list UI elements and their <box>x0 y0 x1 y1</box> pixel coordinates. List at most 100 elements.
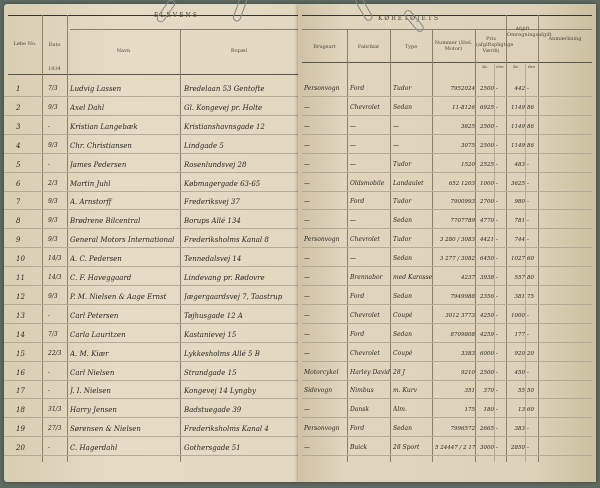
row-date: 7/3 <box>48 85 58 92</box>
row-rule <box>302 322 592 324</box>
row-tax-ore: - <box>527 161 529 168</box>
row-type: Sedan <box>393 425 412 433</box>
row-tax-ore: - <box>527 199 529 206</box>
divider <box>538 15 539 462</box>
row-type: 28 J <box>393 368 405 376</box>
row-price-kr: 3000 <box>480 445 494 452</box>
row-date: - <box>48 160 51 168</box>
row-make: Chevrolet <box>350 311 380 319</box>
row-rule <box>4 152 298 154</box>
row-use: Personvogn <box>304 236 340 244</box>
row-number: 7 <box>16 198 21 207</box>
paper-clip <box>354 0 374 23</box>
row-price-kr: 4250 <box>480 312 494 319</box>
row-number: 18 <box>16 406 25 415</box>
row-tax-kr: 781 <box>514 218 526 225</box>
table-row: — Chevrolet Sedan 11-8126 6925- 1149 86 <box>298 97 596 116</box>
row-rule <box>4 285 298 286</box>
row-price-ore: - <box>496 180 498 187</box>
row-price-kr: 6450 <box>480 256 494 263</box>
row-price-kr: 2356 <box>480 293 494 300</box>
table-row: — Chevrolet Coupé 3012 3773 4250-1000- <box>298 305 596 324</box>
row-make: Brennabor <box>350 274 383 281</box>
header-number: Nummer (Stel. Motor) <box>434 40 473 52</box>
row-price-kr: 370 <box>483 388 495 395</box>
row-use: — <box>304 122 310 130</box>
row-rule <box>302 114 592 116</box>
row-tax-kr: 2850 <box>511 445 525 452</box>
row-price-ore: - <box>496 312 498 319</box>
row-use: Personvogn <box>304 425 340 433</box>
row-number: 351 <box>464 388 476 395</box>
row-address: Kristianshavnsgade 12 <box>184 122 265 131</box>
row-use: — <box>304 179 310 187</box>
row-date: 9/3 <box>48 292 58 300</box>
row-date: - <box>48 368 51 376</box>
header-price: Pris (afgiftspligtige Værdi) <box>476 36 514 54</box>
row-rule <box>302 152 592 154</box>
divider <box>432 29 433 462</box>
row-name: Carl Petersen <box>70 311 119 320</box>
table-row: 2 9/3 Axel Dahl Gl. Kongevej pr. Holte <box>4 97 298 116</box>
row-rule <box>4 455 298 457</box>
row-price-ore: - <box>496 369 498 376</box>
row-price-kr: 4259 <box>480 331 494 338</box>
row-address: Strandgade 15 <box>184 368 237 377</box>
row-price-kr: 4421 <box>480 237 494 244</box>
row-number: 3 280 / 3083 <box>439 237 475 244</box>
section-title-koretojets: KØRETØJETS <box>378 15 440 22</box>
divider <box>70 29 298 30</box>
table-row: 14 7/3 Carla Lauritzen Kastanievej 15 <box>4 324 298 343</box>
row-number: 8 <box>16 217 21 226</box>
row-rule <box>4 379 298 381</box>
header-make: Fabrikat <box>357 44 380 50</box>
row-name: Martin Juhl <box>70 179 111 188</box>
row-use: — <box>304 160 310 168</box>
row-address: Frederiksholms Kanal 8 <box>184 236 269 245</box>
row-name: Kristian Langebæk <box>70 122 138 131</box>
row-tax-kr: 1149 <box>511 123 525 130</box>
row-number: 4 <box>16 141 21 150</box>
row-rule <box>302 228 592 230</box>
table-row: — — Sedan 3 277 / 3082 6450- 1027 60 <box>298 248 596 268</box>
row-tax-kr: 177 <box>514 331 526 338</box>
row-tax-ore: - <box>527 445 529 452</box>
row-use: — <box>304 330 310 338</box>
row-price-ore: - <box>496 142 498 149</box>
row-type: — <box>393 141 399 149</box>
divider <box>475 29 476 462</box>
row-price-ore: - <box>496 104 498 111</box>
row-make: Chevrolet <box>350 103 380 111</box>
row-price-kr: 1000 <box>480 180 494 187</box>
row-name: Sørensen & Nielsen <box>70 425 141 434</box>
table-row: 6 2/3 Martin Juhl Købmagergade 63-65 <box>4 173 298 192</box>
row-number: 3383 <box>461 350 475 357</box>
row-number: 9210 <box>461 369 475 376</box>
row-number: 3012 3773 <box>445 312 475 319</box>
row-number: 17 <box>16 387 25 396</box>
header-rule <box>302 62 592 63</box>
row-make: Ford <box>350 292 365 300</box>
table-row: 17 - J. I. Nielsen Kongevej 14 Lyngby <box>4 380 298 400</box>
row-price-kr: 2525 <box>480 161 494 168</box>
row-price-kr: 4770 <box>480 218 494 225</box>
row-make: — <box>350 160 356 168</box>
paper-clip <box>231 0 249 23</box>
table-row: — Oldsmobile Landaulet 652 1203 1000-3625- <box>298 173 596 192</box>
row-name: Chr. Christiansen <box>70 141 132 150</box>
row-date: - <box>48 311 51 319</box>
row-name: P. M. Nielsen & Aage Ernst <box>70 292 167 301</box>
row-number: 1 <box>16 85 21 93</box>
row-number: 3825 <box>461 123 475 130</box>
row-price-ore: - <box>496 123 498 130</box>
row-rule <box>302 96 592 97</box>
row-type: Sedan <box>393 103 412 111</box>
row-price-ore: - <box>496 86 498 92</box>
row-price-ore: - <box>496 445 498 452</box>
row-use: Sidevogn <box>304 387 333 395</box>
row-price-kr: 2500 <box>480 123 494 130</box>
row-use: Personvogn <box>304 85 340 92</box>
table-row: Personvogn Chevrolet Tudor 3 280 / 3083 4421… <box>298 229 596 249</box>
